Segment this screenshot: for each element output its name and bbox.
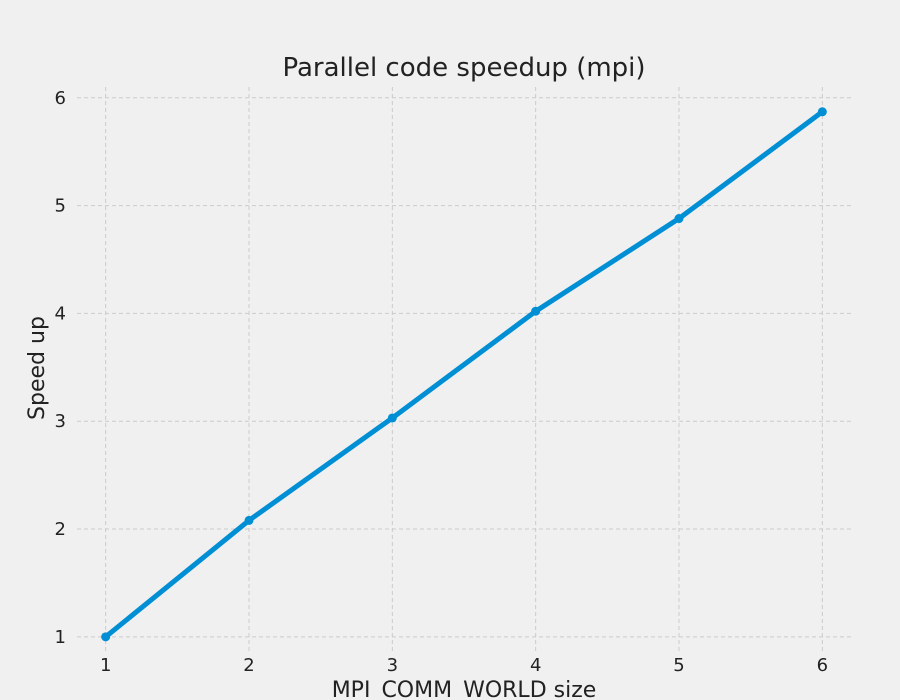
chart-title: Parallel code speedup (mpi) [282, 53, 645, 83]
y-tick-label: 5 [55, 196, 66, 217]
x-tick-label: 2 [243, 655, 254, 676]
y-tick-label: 2 [55, 519, 66, 540]
data-point [531, 306, 541, 316]
x-tick-label: 3 [387, 655, 398, 676]
y-axis-label: Speed up [25, 316, 50, 420]
y-tick-label: 1 [55, 627, 66, 648]
grid [77, 87, 851, 653]
data-point [244, 515, 254, 525]
series-line [103, 109, 825, 640]
data-point [101, 632, 111, 642]
y-tick-label: 4 [55, 303, 66, 324]
x-axis-label: MPI_COMM_WORLD size [332, 678, 597, 700]
x-tick-label: 6 [817, 655, 828, 676]
series-layer [101, 107, 827, 642]
y-tick-label: 6 [55, 88, 66, 109]
data-point [674, 214, 684, 224]
x-tick-label: 1 [100, 655, 111, 676]
data-point [817, 107, 827, 117]
y-tick-label: 3 [55, 411, 66, 432]
data-point [387, 413, 397, 423]
x-tick-label: 5 [673, 655, 684, 676]
x-tick-label: 4 [530, 655, 541, 676]
tick-labels: 1 2 3 4 5 6 1 2 3 4 5 6 [55, 88, 829, 676]
